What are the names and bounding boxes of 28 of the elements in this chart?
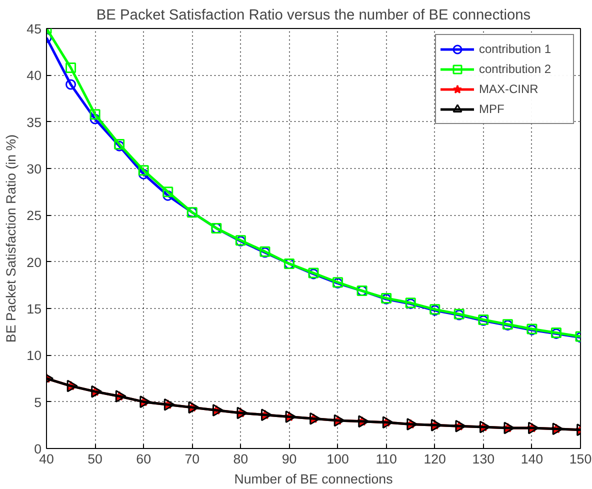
y-tick-label: 10: [26, 348, 42, 364]
x-tick-label: 140: [520, 452, 544, 466]
x-tick-label: 80: [233, 452, 248, 466]
x-tick-label: 110: [376, 452, 397, 466]
x-tick-label: 90: [282, 452, 297, 466]
x-tick-label: 120: [424, 452, 446, 466]
legend-label: contribution 2: [479, 62, 552, 76]
y-tick-label: 40: [26, 68, 42, 84]
y-tick-label: 0: [34, 442, 42, 456]
x-tick-label: 60: [136, 452, 152, 466]
y-tick-label: 20: [26, 254, 42, 270]
x-tick-label: 130: [472, 452, 495, 466]
x-axis-title: Number of BE connections: [234, 472, 394, 486]
x-tick-label: 50: [88, 452, 102, 466]
y-tick-label: 30: [26, 162, 42, 176]
legend-label: MAX-CINR: [479, 82, 540, 96]
y-tick-label: 35: [26, 114, 42, 130]
x-tick-label: 70: [184, 452, 200, 466]
y-tick-label: 5: [34, 394, 42, 410]
x-tick-label: 150: [569, 452, 592, 466]
chart-title: BE Packet Satisfaction Ratio versus the number of BE connections: [96, 8, 531, 24]
legend-label: MPF: [479, 102, 506, 116]
x-tick-label: 100: [326, 452, 349, 466]
y-tick-label: 25: [26, 208, 42, 224]
y-tick-label: 45: [26, 22, 42, 36]
y-tick-label: 15: [26, 302, 42, 316]
y-axis-title: BE Packet Satisfaction Ratio (in %): [4, 134, 19, 343]
legend-label: contribution 1: [479, 42, 552, 56]
